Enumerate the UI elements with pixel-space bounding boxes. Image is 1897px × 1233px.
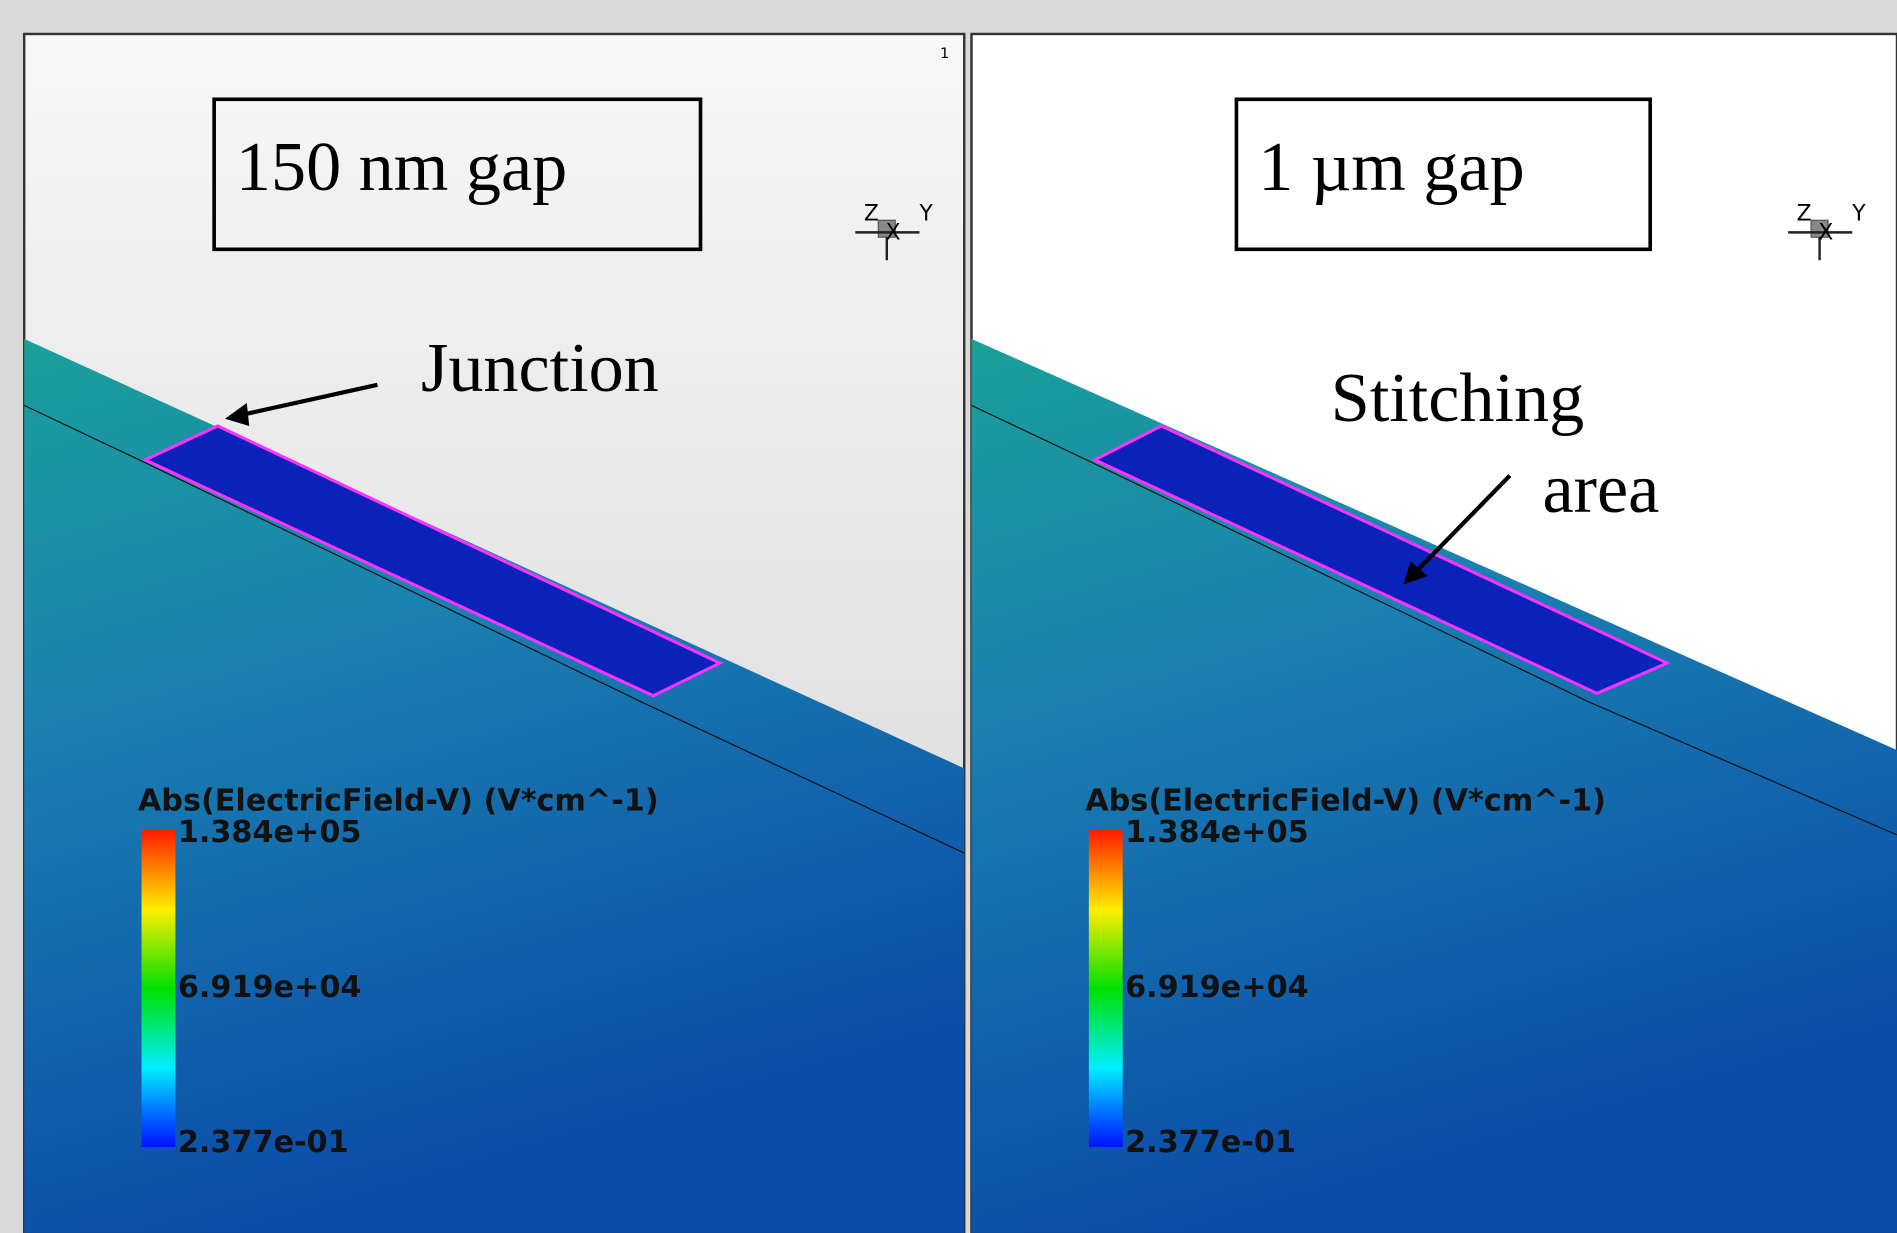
axis-label: X (1818, 221, 1833, 246)
colorbar-label: 6.919e+04 (178, 970, 362, 1005)
colorbar (1089, 830, 1123, 1147)
gap-label: 1 µm gap (1258, 128, 1524, 206)
viewport-id: 1 (940, 46, 949, 62)
axis-label: Y (1851, 201, 1866, 226)
axis-label: Z (1797, 201, 1812, 226)
viewport: 1 150 nm gap Junction ZXY Abs(ElectricField-… (24, 34, 964, 1233)
axis-label: Z (864, 201, 879, 226)
colorbar-label: 6.919e+04 (1125, 970, 1309, 1005)
colorbar-label: 1.384e+05 (178, 815, 362, 850)
colorbar-label: 1.384e+05 (1125, 815, 1309, 850)
viewport: 1 µm gap Stitching area ZXY Abs(ElectricFiel… (971, 34, 1897, 1233)
gap-label: 150 nm gap (236, 128, 567, 206)
axis-label: Y (918, 201, 933, 226)
axis-label: X (886, 221, 901, 246)
colorbar-label: 2.377e-01 (178, 1125, 349, 1160)
colorbar-label: 2.377e-01 (1125, 1125, 1296, 1160)
colorbar (142, 830, 176, 1147)
colorbar-title: Abs(ElectricField-V) (V*cm^-1) (1085, 784, 1606, 819)
colorbar-title: Abs(ElectricField-V) (V*cm^-1) (138, 784, 659, 819)
annotation: area (1543, 450, 1660, 528)
annotation: Junction (421, 329, 659, 407)
screenshot: 1150 nm gapJunctionZXYAbs(ElectricField-… (0, 0, 1897, 1233)
annotation: Stitching (1331, 359, 1584, 437)
